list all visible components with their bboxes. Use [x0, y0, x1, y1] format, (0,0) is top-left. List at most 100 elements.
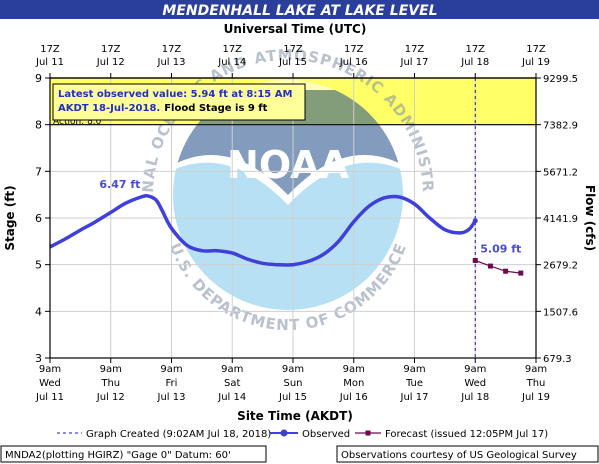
x-axis-tick-label: Jul 11	[35, 392, 64, 403]
svg-text:AKDT 18-Jul-2018.Flood Stage i: AKDT 18-Jul-2018. Flood Stage is 9 ft	[58, 103, 268, 114]
x-axis-tick-label: Thu	[526, 378, 546, 389]
legend-forecast-marker	[365, 430, 371, 436]
noaa-logo-text: NOAA	[227, 143, 349, 187]
x-axis-tick-label: Jul 19	[521, 392, 550, 403]
observed-series-line	[49, 194, 477, 267]
forecast-point	[472, 257, 478, 263]
x-axis-tick-label: 9am	[343, 364, 365, 375]
y2-axis-tick-label: 9299.5	[543, 74, 578, 85]
y-axis-tick-label: 7	[35, 165, 42, 178]
y-axis-tick-label: 3	[35, 352, 42, 365]
top-axis-tick-date: Jul 15	[278, 57, 307, 68]
footer-right-box	[336, 445, 599, 463]
forecast-point	[487, 263, 493, 269]
y-axis-tick-label: 8	[35, 119, 42, 132]
x-axis-tick-label: Jul 17	[400, 392, 429, 403]
y2-axis-tick-label: 2679.2	[543, 261, 578, 272]
x-axis-tick-label: Jul 13	[157, 392, 186, 403]
top-axis-tick-date: Jul 11	[35, 57, 64, 68]
flood-info-box: Latest observed value: 5.94 ft at 8:15 A…	[52, 83, 306, 121]
top-axis-tick-date: Jul 12	[96, 57, 125, 68]
top-axis-tick-date: Jul 16	[339, 57, 368, 68]
x-axis-tick-label: 9am	[39, 364, 61, 375]
x-axis-tick-label: Jul 15	[278, 392, 307, 403]
x-axis-tick-label: 9am	[525, 364, 547, 375]
flood-info-line3: Flood Stage is 9 ft	[164, 103, 267, 114]
top-axis-ticks: 17Z Jul 11 17Z Jul 12 17Z Jul 13 17Z Jul 14 17Z J…	[35, 44, 550, 78]
flood-info-line2: AKDT 18-Jul-2018.	[58, 103, 160, 114]
legend-forecast-label: Forecast (issued 12:05PM Jul 17)	[385, 429, 548, 440]
top-axis-tick-label: 17Z	[40, 44, 60, 55]
x-axis-tick-label: Wed	[39, 378, 61, 389]
x-axis-tick-label: 9am	[282, 364, 304, 375]
legend-observed-label: Observed	[302, 429, 350, 440]
footer-right-text: Observations courtesy of US Geological S…	[341, 450, 577, 461]
x-axis-tick-label: 9am	[464, 364, 486, 375]
x-axis-tick-label: Tue	[405, 378, 423, 389]
forecast-point	[518, 270, 524, 276]
y-axis-label: Stage (ft)	[3, 185, 17, 250]
bottom-axis-ticks: 9am Wed Jul 11 9am Thu Jul 12 9am Fri Jul 13 9am S…	[35, 358, 550, 403]
y2-axis-label: Flow (cfs)	[583, 185, 597, 251]
x-axis-tick-label: Fri	[166, 378, 178, 389]
forecast-point	[503, 268, 509, 274]
y2-axis-tick-label: 5671.2	[543, 167, 578, 178]
observed-last-point	[472, 218, 478, 224]
x-axis-tick-label: 9am	[100, 364, 122, 375]
top-axis-tick-label: 17Z	[344, 44, 364, 55]
top-axis-tick-label: 17Z	[283, 44, 303, 55]
y2-axis-tick-label: 679.3	[543, 354, 572, 365]
top-axis-label: Universal Time (UTC)	[224, 22, 367, 36]
y-axis-tick-label: 4	[35, 305, 42, 318]
x-axis-tick-label: 9am	[221, 364, 243, 375]
legend: Graph Created (9:02AM Jul 18, 2018) Obse…	[57, 429, 548, 440]
x-axis-tick-label: 9am	[160, 364, 182, 375]
top-axis-tick-date: Jul 19	[521, 57, 550, 68]
footer-left-box	[0, 445, 267, 463]
x-axis-tick-label: Mon	[343, 378, 364, 389]
top-axis-tick-label: 17Z	[405, 44, 425, 55]
annotation-label: 5.09 ft	[480, 242, 521, 255]
annotation-label: 6.47 ft	[99, 178, 140, 191]
y-axis-tick-label: 6	[35, 212, 42, 225]
top-axis-tick-date: Jul 17	[400, 57, 429, 68]
noaa-logo-water	[173, 162, 403, 310]
top-axis-tick-label: 17Z	[465, 44, 485, 55]
forecast-points	[472, 257, 524, 276]
y2-axis-tick-label: 1507.6	[543, 307, 578, 318]
x-axis-tick-label: 9am	[403, 364, 425, 375]
header-bar	[0, 0, 599, 19]
y-axis-tick-label: 9	[35, 72, 42, 85]
y2-axis-tick-label: 7382.9	[543, 121, 578, 132]
top-axis-tick-date: Jul 13	[157, 57, 186, 68]
top-axis-tick-label: 17Z	[526, 44, 546, 55]
flood-info-line1: Latest observed value: 5.94 ft at 8:15 A…	[58, 89, 292, 100]
x-axis-tick-label: Jul 12	[96, 392, 125, 403]
forecast-series-line	[475, 259, 521, 274]
flood-info-box-bg	[52, 83, 306, 121]
action-label: Action: 8.0'	[53, 117, 104, 127]
x-axis-tick-label: Sun	[283, 378, 302, 389]
legend-observed-marker	[280, 429, 288, 437]
left-axis-ticks: 3 4 5 6 7 8 9	[35, 72, 50, 365]
top-axis-tick-date: Jul 14	[217, 57, 246, 68]
chart-title: MENDENHALL LAKE AT LAKE LEVEL	[162, 3, 437, 19]
y2-axis-tick-label: 4141.9	[543, 214, 578, 225]
x-axis-tick-label: Jul 18	[460, 392, 489, 403]
right-axis-ticks: 679.3 1507.6 2679.2 4141.9 5671.2 7382.9 9299.…	[536, 74, 578, 365]
top-axis-tick-label: 17Z	[222, 44, 242, 55]
x-axis-tick-label: Thu	[100, 378, 120, 389]
top-axis-tick-label: 17Z	[101, 44, 121, 55]
y-axis-tick-label: 5	[35, 259, 42, 272]
annotations: 6.47 ft 5.09 ft	[99, 178, 521, 255]
legend-created-label: Graph Created (9:02AM Jul 18, 2018)	[86, 429, 271, 440]
x-axis-tick-label: Sat	[224, 378, 240, 389]
x-axis-tick-label: Wed	[464, 378, 486, 389]
x-axis-label: Site Time (AKDT)	[237, 409, 353, 423]
x-axis-tick-label: Jul 16	[339, 392, 368, 403]
top-axis-tick-label: 17Z	[162, 44, 182, 55]
footer-left-text: MNDA2(plotting HGIRZ) "Gage 0" Datum: 60…	[5, 450, 231, 461]
x-axis-tick-label: Jul 14	[217, 392, 246, 403]
top-axis-tick-date: Jul 18	[460, 57, 489, 68]
